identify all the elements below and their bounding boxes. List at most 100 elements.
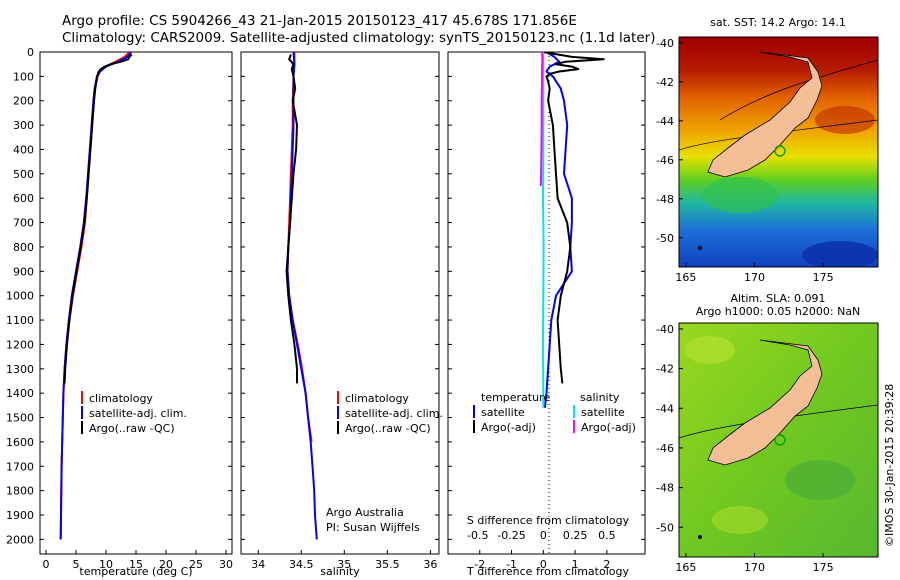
x2-tick-label: -0.5 [467,529,488,542]
y-tick-label: 100 [13,70,34,83]
argo-australia-label: Argo Australia [326,506,404,519]
x-tick-label: 35.5 [375,558,400,571]
map-x-tick-label: 170 [744,271,765,284]
legend-satellite-label: satellite-adj. clim. [89,407,187,420]
y-tick-label: 400 [13,143,34,156]
salinity-panel-frame [240,51,440,555]
y-tick-label: 800 [13,241,34,254]
series-line-temperature-argo-adj- [543,52,605,384]
y-tick-label: 900 [13,265,34,278]
sst-green-patch [702,177,778,213]
x-tick-label: 34 [251,558,265,571]
legend-s-argo-label: Argo(-adj) [581,421,636,434]
map-y-tick-label: -46 [656,442,674,455]
sst-contour-line [719,59,878,121]
temperature-axes: 0 5 10 15 20 25 300100200300400500600700800900… [6,46,233,571]
temperature-legend: climatology satellite-adj. clim. Argo(..… [81,391,187,435]
pi-label: PI: Susan Wijffels [326,521,420,534]
legend-t-argo-label: Argo(-adj) [481,421,536,434]
x2-tick-label: 0 [540,529,547,542]
difference-legend: temperature satellite Argo(-adj) salinit… [473,391,636,434]
argo-float-marker [774,434,786,446]
x-tick-label: 5 [73,558,80,571]
map-y-tick-label: -48 [656,193,674,206]
y-tick-label: 0 [27,46,34,59]
sla-map-image [679,323,878,557]
map-x-tick-label: 170 [744,561,765,574]
y-tick-label: 200 [13,95,34,108]
new-zealand-land [707,51,823,178]
figure-title-line2: Climatology: CARS2009. Satellite-adjuste… [62,30,655,46]
sst-map-frame [678,36,879,268]
legend-satellite-label: satellite-adj. clim. [345,407,443,420]
x-tick-label: 0 [43,558,50,571]
x-tick-label: 34.5 [289,558,314,571]
x-tick-label: -1 [506,558,517,571]
x2-tick-label: -0.25 [497,529,525,542]
map-x-tick-label: 175 [813,561,834,574]
legend-s-satellite-label: satellite [581,406,625,419]
island-marker [698,246,702,250]
sla-map-title-line2: Argo h1000: 0.05 h2000: NaN [696,305,861,318]
x2-tick-label: 0.5 [598,529,616,542]
y-tick-label: 1400 [6,387,34,400]
x-tick-label: 1 [572,558,579,571]
island-marker [698,535,702,539]
sst-map-axes: 165 170 175 -40 -42 -44 -46 -48 -50 [656,37,834,284]
x-tick-label: 2 [603,558,610,571]
salinity-axes: 34 34.5 35 35.5 36 [241,51,439,571]
t-difference-axis-label: T difference from climatology [466,565,629,578]
map-y-tick-label: -44 [656,115,674,128]
map-y-tick-label: -42 [656,363,674,376]
map-x-tick-label: 175 [813,271,834,284]
y-tick-label: 2000 [6,533,34,546]
sla-high-patch [685,336,735,364]
s-difference-axis-label: S difference from climatology [467,514,630,527]
sla-low-patch [785,460,855,500]
x-tick-label: 20 [159,558,173,571]
x-tick-label: 36 [423,558,437,571]
y-tick-label: 1300 [6,363,34,376]
series-line-salinity-argo-adj- [539,52,544,187]
sst-warm-patch [815,106,875,134]
map-y-tick-label: -40 [656,37,674,50]
legend-climatology-label: climatology [345,392,409,405]
sst-map-image [679,37,878,267]
y-tick-label: 700 [13,217,34,230]
sst-map-title: sat. SST: 14.2 Argo: 14.1 [710,16,846,29]
y-tick-label: 1000 [6,290,34,303]
y-tick-label: 1900 [6,509,34,522]
x-tick-label: 15 [129,558,143,571]
map-y-tick-label: -42 [656,76,674,89]
y-tick-label: 1200 [6,338,34,351]
series-line-climatology [286,52,313,443]
argo-float-marker [774,145,786,157]
y-tick-label: 1800 [6,485,34,498]
sst-field [679,37,878,267]
series-line-temperature-satellite [543,52,573,408]
series-line-argo-raw-qc- [63,53,133,384]
y-tick-label: 600 [13,192,34,205]
difference-lines [539,52,605,408]
map-y-tick-label: -40 [656,323,674,336]
series-line-salinity-satellite [542,52,545,408]
x-tick-label: 25 [189,558,203,571]
x-tick-label: 30 [219,558,233,571]
salinity-legend: climatology satellite-adj. clim. Argo(..… [337,391,443,435]
x-tick-label: -2 [474,558,485,571]
x-tick-label: 0 [540,558,547,571]
y-tick-label: 1700 [6,460,34,473]
y-tick-label: 1600 [6,436,34,449]
legend-temperature-title: temperature [481,391,550,404]
map-y-tick-label: -50 [656,232,674,245]
y-tick-label: 1500 [6,412,34,425]
difference-panel-frame [447,51,646,555]
legend-salinity-title: salinity [580,391,620,404]
series-line-satellite-adj-clim- [59,52,133,540]
map-y-tick-label: -46 [656,154,674,167]
difference-axes: -2 -1 0 1 2 -0.5 -0.25 0 0.25 0.5 [448,51,645,571]
legend-argo-label: Argo(..raw -QC) [345,422,431,435]
sst-cold-patch [802,241,878,267]
temperature-axis-label: temperature (deg C) [79,565,192,578]
